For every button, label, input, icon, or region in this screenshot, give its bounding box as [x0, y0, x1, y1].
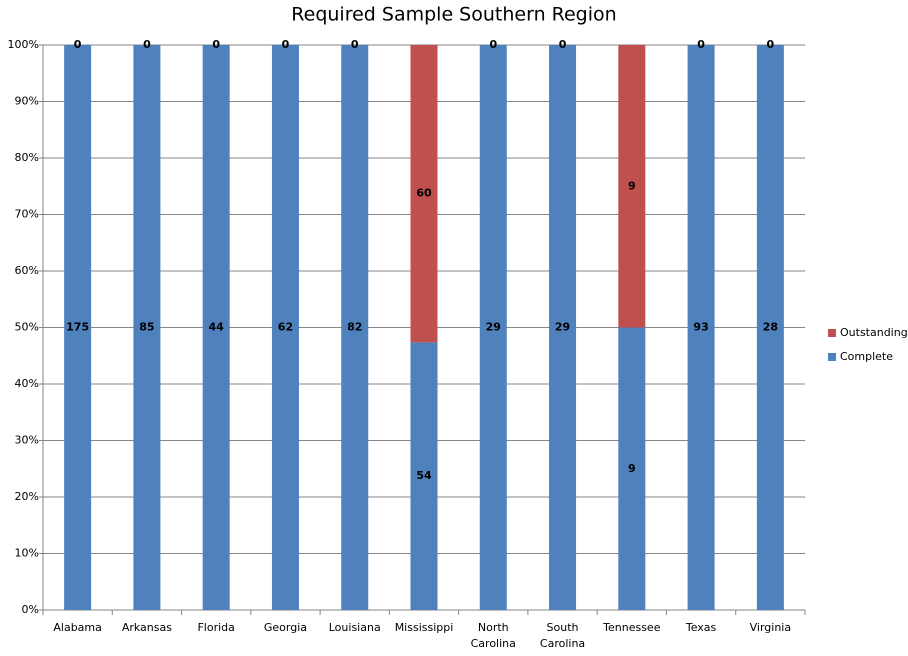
bar-segment [479, 45, 507, 610]
y-tick-label: 20% [15, 490, 39, 503]
bar-segment [618, 327, 646, 610]
y-tick-label: 80% [15, 151, 39, 164]
value-label: 0 [282, 38, 290, 51]
value-label: 60 [416, 187, 432, 200]
value-label: 9 [628, 179, 636, 192]
value-label: 0 [143, 38, 151, 51]
value-label: 62 [278, 321, 293, 334]
y-tick-label: 50% [15, 321, 39, 334]
x-tick-label: Florida [197, 621, 234, 634]
x-tick-label: South Carolina [540, 621, 585, 650]
value-label: 0 [559, 38, 567, 51]
y-tick-label: 100% [8, 38, 39, 51]
bar-segment [756, 45, 784, 610]
value-label: 9 [628, 462, 636, 475]
legend-label: Complete [840, 350, 893, 363]
x-tick-label: Tennessee [602, 621, 661, 634]
x-tick-label: North Carolina [471, 621, 516, 650]
y-tick-label: 90% [15, 95, 39, 108]
bar-segment [341, 45, 369, 610]
value-label: 0 [212, 38, 220, 51]
bar-segment [618, 45, 646, 328]
y-tick-label: 70% [15, 208, 39, 221]
value-label: 29 [555, 321, 570, 334]
y-tick-label: 40% [15, 377, 39, 390]
value-label: 28 [763, 321, 778, 334]
bar-segment [549, 45, 577, 610]
value-label: 175 [66, 321, 89, 334]
legend-swatch [828, 353, 836, 361]
x-tick-label: Louisiana [329, 621, 381, 634]
value-label: 0 [351, 38, 359, 51]
x-tick-label: Alabama [53, 621, 102, 634]
y-tick-label: 30% [15, 434, 39, 447]
y-tick-label: 0% [22, 603, 39, 616]
value-label: 0 [767, 38, 775, 51]
y-tick-label: 10% [15, 547, 39, 560]
bar-segment [410, 45, 438, 343]
legend-swatch [828, 329, 836, 337]
value-label: 93 [693, 321, 708, 334]
bar-segment [202, 45, 230, 610]
bar-segment [271, 45, 299, 610]
x-tick-label: Virginia [750, 621, 791, 634]
value-label: 29 [486, 321, 501, 334]
value-label: 0 [489, 38, 497, 51]
bar-segment [410, 342, 438, 610]
x-tick-label: Georgia [264, 621, 307, 634]
value-label: 44 [209, 321, 225, 334]
bar-segment [64, 45, 92, 610]
bar-segment [133, 45, 161, 610]
value-label: 82 [347, 321, 362, 334]
x-tick-label: Texas [685, 621, 717, 634]
y-tick-label: 60% [15, 264, 39, 277]
legend-label: Outstanding [840, 326, 908, 339]
value-label: 0 [697, 38, 705, 51]
chart-title: Required Sample Southern Region [291, 4, 616, 26]
value-label: 54 [416, 469, 432, 482]
value-label: 85 [139, 321, 154, 334]
x-tick-label: Mississippi [395, 621, 454, 634]
bar-segment [687, 45, 715, 610]
x-tick-label: Arkansas [122, 621, 172, 634]
value-label: 0 [74, 38, 82, 51]
